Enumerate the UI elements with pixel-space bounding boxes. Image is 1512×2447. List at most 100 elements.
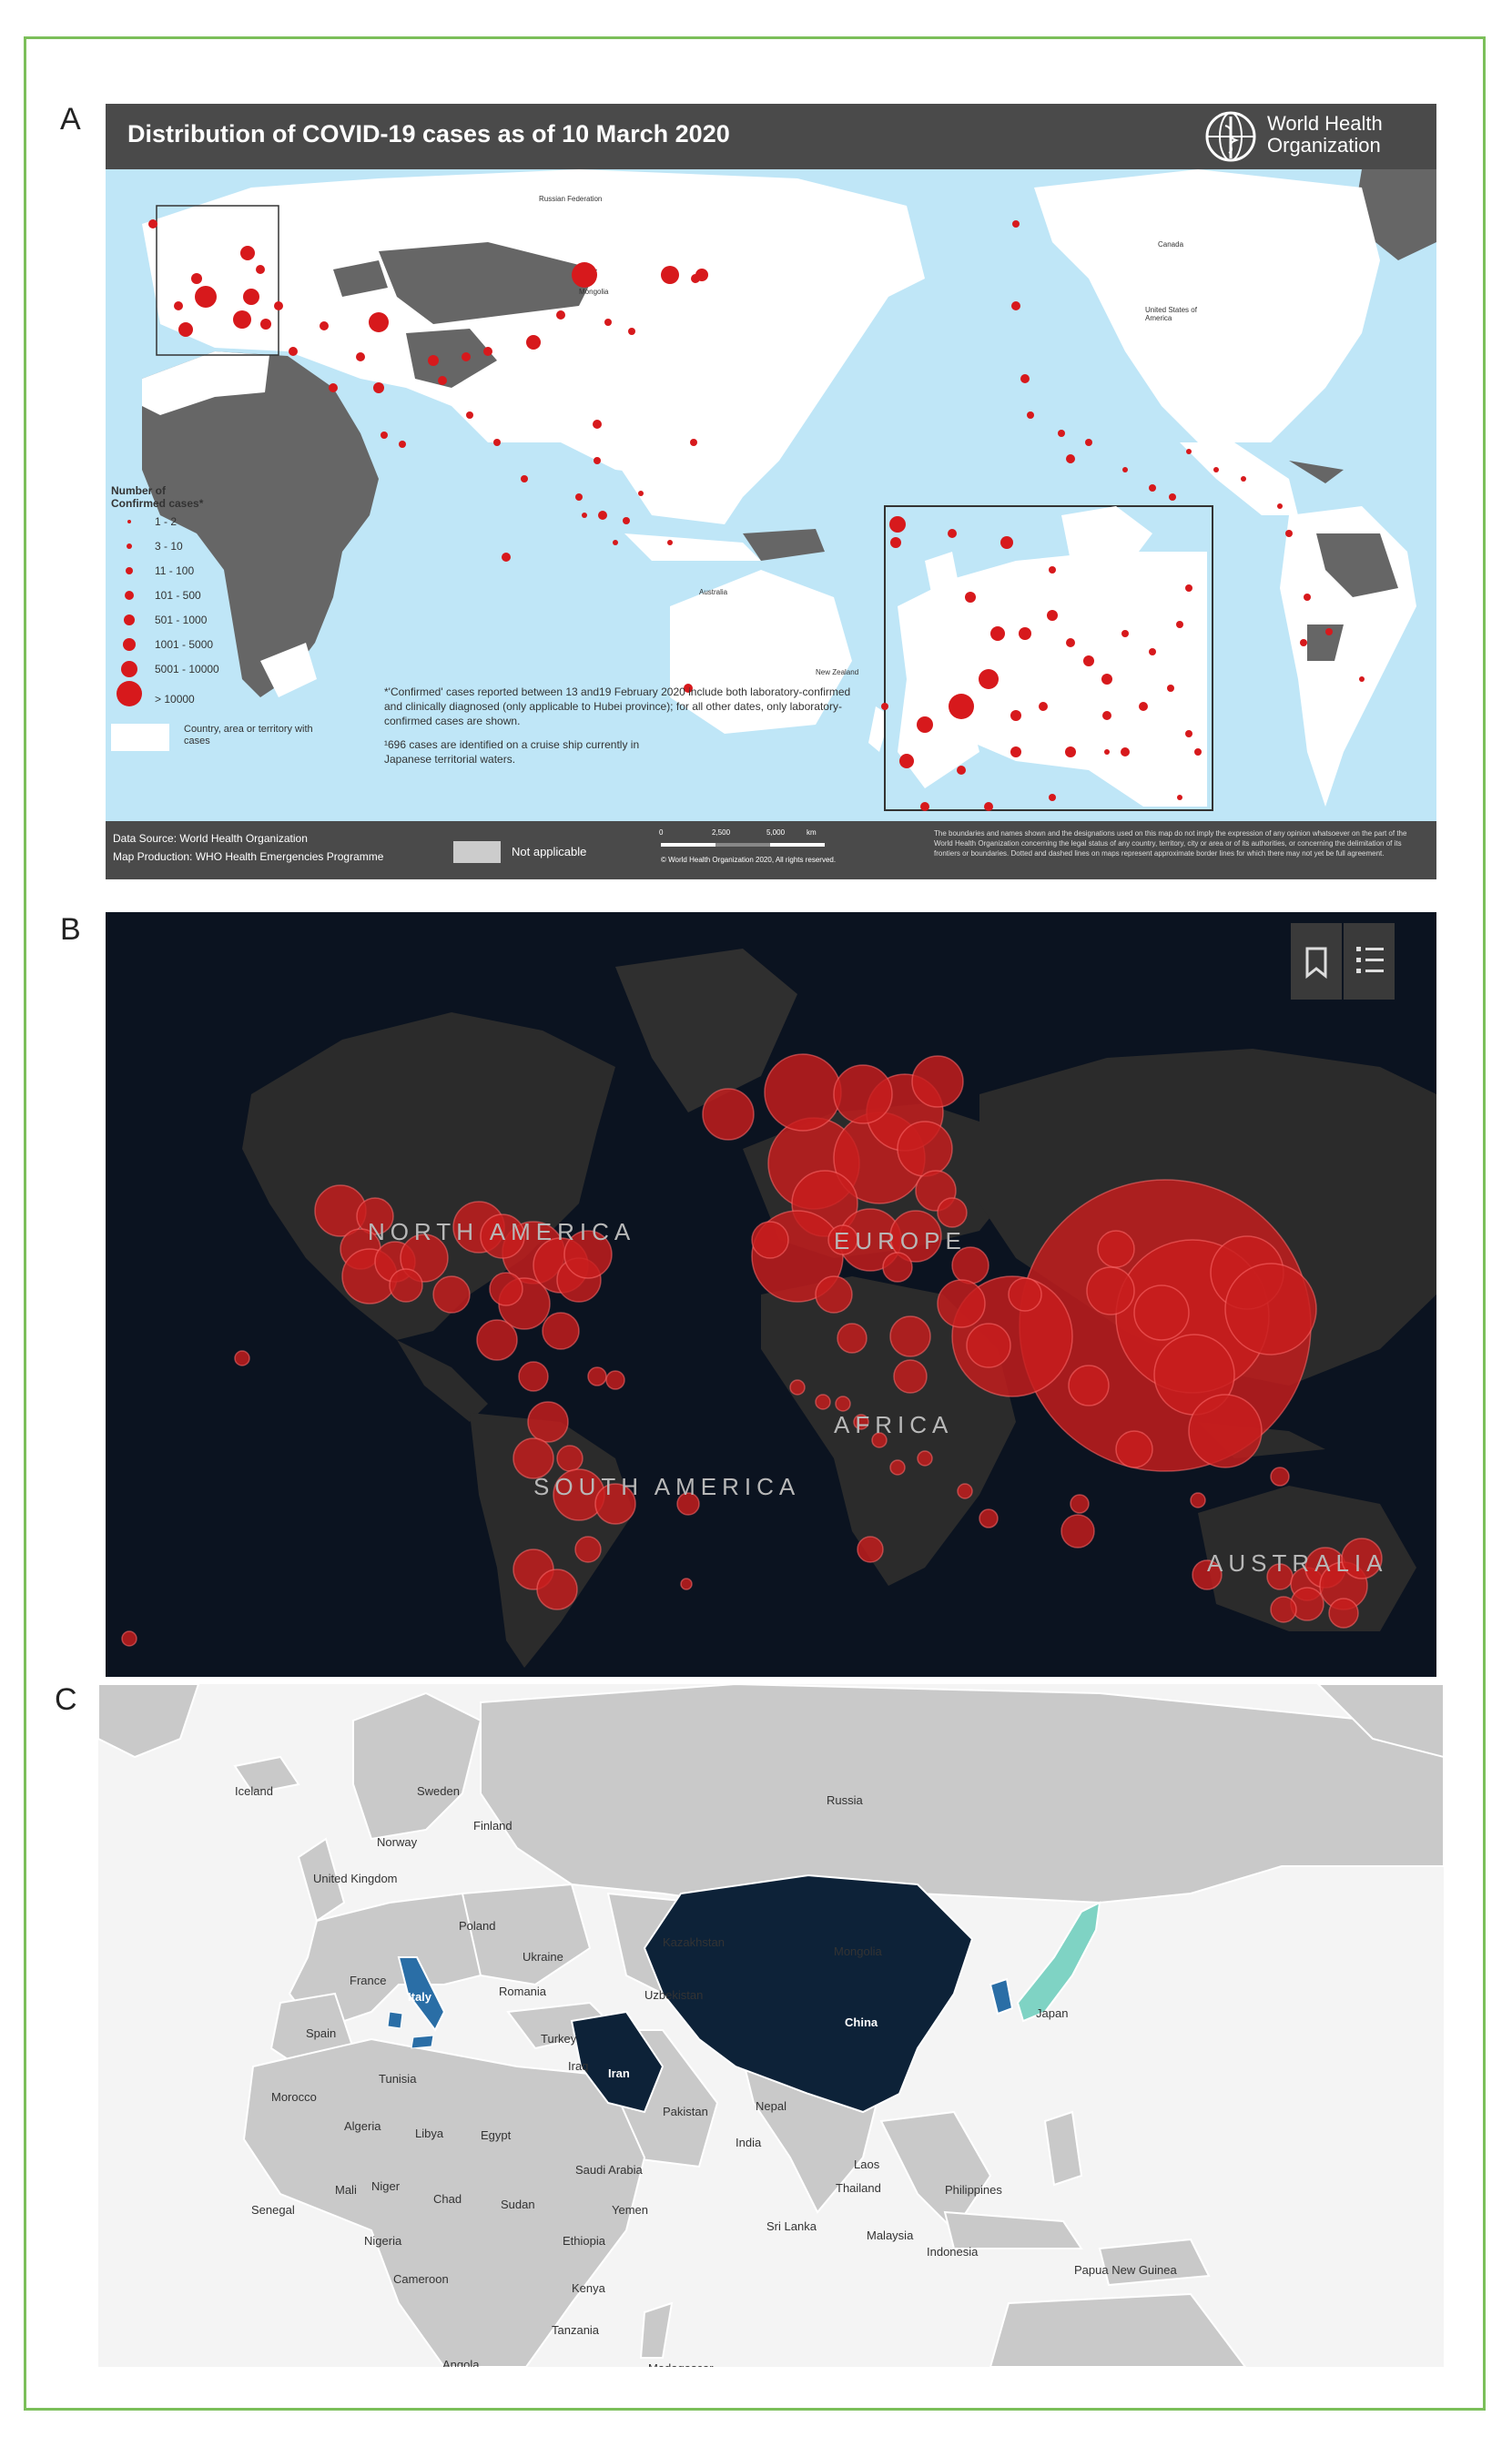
case-dot — [483, 347, 492, 356]
country-label: Russia — [827, 1793, 863, 1807]
case-bubble — [917, 1450, 933, 1467]
case-bubble — [833, 1064, 893, 1124]
copyright: © World Health Organization 2020, All ri… — [661, 856, 837, 864]
label-australia: Australia — [699, 588, 728, 596]
case-dot — [948, 529, 957, 538]
case-bubble — [556, 1445, 583, 1472]
case-bubble — [676, 1492, 700, 1516]
case-dot — [920, 802, 929, 811]
case-bubble — [764, 1053, 842, 1132]
case-dot — [1049, 794, 1056, 801]
country-label: Kenya — [572, 2281, 605, 2295]
legend-row: > 10000 — [111, 681, 320, 718]
case-bubble — [966, 1323, 1011, 1368]
bookmark-button[interactable] — [1291, 923, 1342, 1000]
case-bubble — [536, 1569, 578, 1610]
case-bubble — [1060, 1514, 1095, 1548]
dark-bubble-map: NORTH AMERICA EUROPE AFRICA SOUTH AMERIC… — [106, 912, 1436, 1677]
who-covid-map: Distribution of COVID-19 cases as of 10 … — [106, 104, 1436, 879]
data-source: Data Source: World Health Organization — [113, 832, 308, 845]
case-dot — [1139, 702, 1148, 711]
note-cruise: ¹696 cases are identified on a cruise sh… — [384, 738, 640, 766]
who-logo: World Health Organization — [1203, 109, 1422, 164]
case-dot — [638, 491, 644, 496]
panel-label-a: A — [60, 102, 81, 137]
legend-dot — [121, 661, 137, 677]
country-japan — [1016, 1901, 1101, 2023]
country-label: Poland — [459, 1919, 496, 1933]
case-dot — [1149, 484, 1156, 492]
case-bubble — [563, 1230, 613, 1279]
legend-dot — [117, 681, 142, 706]
legend-dot — [123, 638, 136, 651]
choropleth-world-map — [98, 1684, 1444, 2367]
country-label: Tanzania — [552, 2323, 600, 2337]
case-bubble — [574, 1536, 602, 1563]
legend-swatch-territory — [111, 724, 169, 751]
country-label: Italy — [408, 1990, 432, 2004]
case-bubble — [1341, 1538, 1383, 1579]
country-south-korea — [989, 1977, 1014, 2015]
case-bubble — [1270, 1596, 1297, 1623]
legend-dot — [124, 614, 135, 625]
legend-row: 1001 - 5000 — [111, 633, 320, 657]
case-dot — [428, 355, 439, 366]
country-label: China — [845, 2015, 878, 2029]
list-button[interactable] — [1344, 923, 1395, 1000]
label-north-america: NORTH AMERICA — [368, 1218, 636, 1245]
case-dot — [521, 475, 528, 482]
case-bubble — [937, 1279, 986, 1328]
case-dot — [329, 383, 338, 392]
case-bubble — [1086, 1266, 1135, 1315]
scale-bar — [661, 843, 825, 847]
legend-dot — [127, 543, 132, 549]
who-emblem-icon — [1205, 111, 1256, 162]
country-label: Nepal — [756, 2099, 786, 2113]
case-bubble — [937, 1197, 968, 1228]
case-dot — [233, 310, 251, 329]
case-bubble — [476, 1319, 518, 1361]
legend-row: 101 - 500 — [111, 584, 320, 608]
case-bubble — [751, 1221, 789, 1259]
case-dot — [979, 669, 999, 689]
case-dot — [260, 319, 271, 330]
case-bubble — [605, 1370, 625, 1390]
case-bubble — [542, 1312, 580, 1350]
case-bubble — [897, 1121, 953, 1177]
case-dot — [191, 273, 202, 284]
country-label: Romania — [499, 1985, 547, 1998]
case-dot — [881, 703, 888, 710]
case-dot — [628, 328, 635, 335]
case-dot — [1359, 676, 1365, 682]
case-bubble — [234, 1350, 250, 1366]
case-dot — [1066, 454, 1075, 463]
case-dot — [148, 219, 157, 228]
case-dot — [1101, 674, 1112, 685]
not-applicable-swatch — [453, 841, 501, 863]
case-dot — [889, 516, 906, 533]
case-dot — [174, 301, 183, 310]
case-bubble — [1190, 1492, 1206, 1508]
case-dot — [1194, 748, 1202, 756]
case-dot — [1104, 749, 1110, 755]
country-label: Kazakhstan — [663, 1935, 725, 1949]
case-bubble — [1115, 1430, 1153, 1468]
map-notes: *'Confirmed' cases reported between 13 a… — [384, 685, 857, 767]
case-dot — [1121, 630, 1129, 637]
case-dot — [613, 540, 618, 545]
case-dot — [178, 322, 193, 337]
legend-row: 1 - 2 — [111, 510, 320, 534]
case-bubble — [837, 1323, 868, 1354]
case-bubble — [889, 1315, 931, 1357]
country-label: Chad — [433, 2192, 462, 2206]
case-dot — [684, 684, 693, 693]
legend-dot — [127, 520, 131, 523]
case-dot — [1049, 566, 1056, 574]
legend-row: 3 - 10 — [111, 534, 320, 559]
case-dot — [582, 513, 587, 518]
case-dot — [604, 319, 612, 326]
case-dot — [1169, 493, 1176, 501]
case-bubble — [871, 1432, 888, 1448]
country-label: Sweden — [417, 1784, 460, 1798]
case-dot — [1066, 638, 1075, 647]
